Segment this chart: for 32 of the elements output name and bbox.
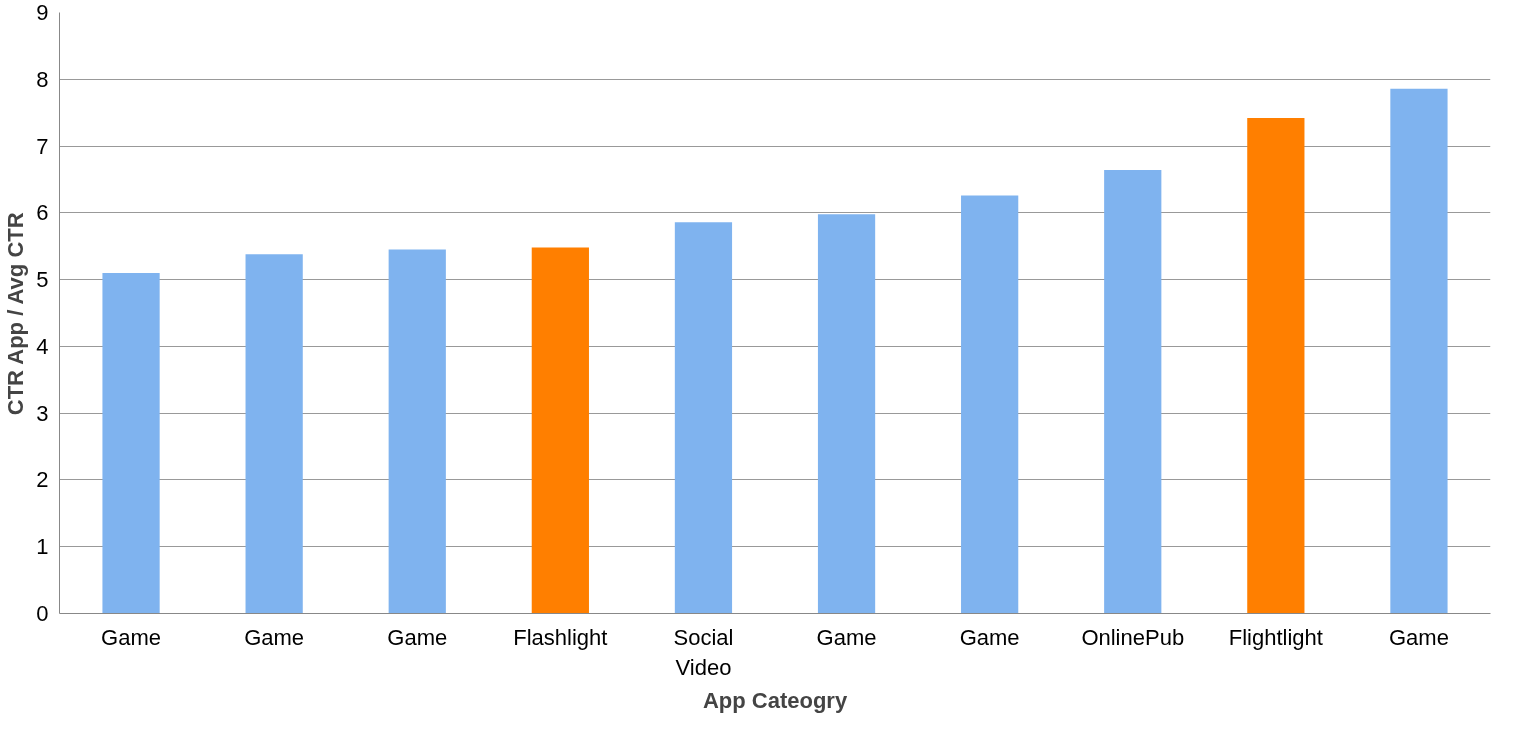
bar	[1104, 170, 1162, 614]
x-tick-label: Game	[816, 624, 877, 650]
y-tick-label: 9	[36, 0, 49, 25]
x-axis-title: App Cateogry	[702, 687, 848, 713]
y-tick-label: 0	[36, 601, 49, 626]
y-tick-label: 5	[36, 267, 49, 293]
bar	[531, 247, 589, 614]
bar	[674, 222, 733, 614]
y-tick-label: 2	[36, 467, 49, 493]
bar	[388, 249, 446, 614]
x-tick-label: Flashlight	[513, 624, 608, 650]
x-tick-label: Flightlight	[1228, 624, 1323, 650]
bar	[961, 195, 1019, 614]
bar	[1390, 88, 1448, 614]
bar	[1247, 118, 1305, 614]
y-tick-label: 6	[36, 200, 49, 226]
y-tick-label: 4	[36, 333, 49, 359]
bar	[817, 214, 876, 614]
x-tick-label: Game	[244, 624, 305, 650]
x-tick-label: Social Video	[673, 624, 734, 680]
bar	[245, 254, 303, 614]
x-tick-label: Game	[1389, 624, 1449, 650]
x-tick-label: Game	[387, 624, 448, 650]
y-axis-title: CTR App / Avg CTR	[3, 212, 29, 416]
bar	[102, 272, 160, 614]
y-tick-label: 3	[36, 400, 49, 426]
y-tick-label: 1	[36, 534, 49, 560]
x-tick-label: OnlinePub	[1081, 624, 1185, 650]
y-tick-label: 7	[36, 133, 49, 159]
y-tick-label: 8	[36, 66, 49, 92]
x-tick-label: Game	[101, 624, 162, 650]
x-tick-label: Game	[959, 624, 1020, 650]
